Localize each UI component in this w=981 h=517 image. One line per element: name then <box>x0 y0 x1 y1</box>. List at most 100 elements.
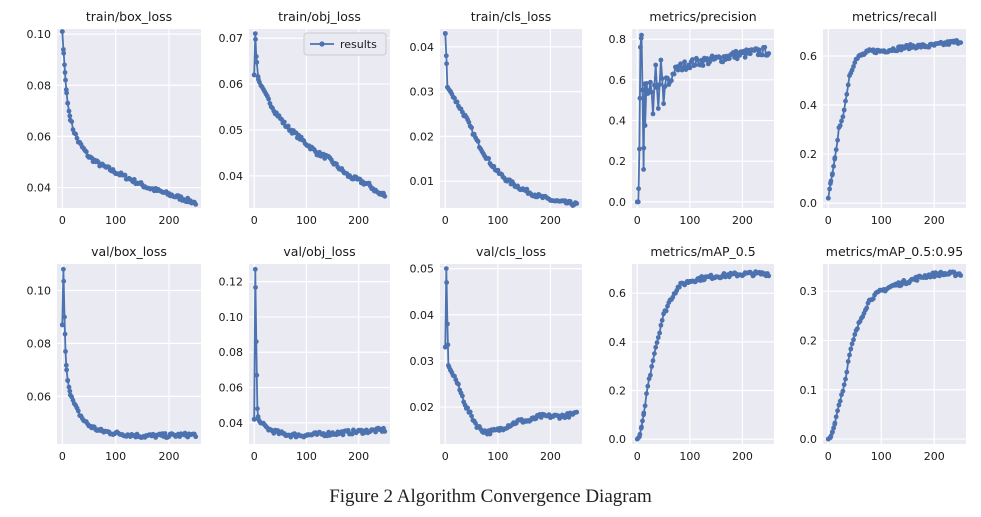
data-point <box>62 62 67 68</box>
x-tick-label: 0 <box>59 450 66 463</box>
x-tick-label: 100 <box>487 450 508 463</box>
data-point <box>638 44 643 50</box>
data-point <box>566 414 572 420</box>
data-point <box>637 146 642 152</box>
y-tick-label: 0.10 <box>27 28 52 41</box>
data-point <box>654 340 660 345</box>
data-point <box>662 84 668 90</box>
x-tick-label: 200 <box>159 450 180 463</box>
x-tick-label: 100 <box>871 450 892 463</box>
data-point <box>640 418 645 424</box>
y-tick-label: 0.04 <box>219 170 244 183</box>
data-point <box>285 123 291 129</box>
data-point <box>642 403 648 409</box>
data-point <box>851 64 856 69</box>
x-tick-label: 100 <box>296 214 317 227</box>
data-point <box>640 87 645 93</box>
data-point <box>659 317 665 323</box>
data-point <box>675 67 681 73</box>
data-point <box>841 382 847 388</box>
data-point <box>835 137 840 143</box>
data-point <box>162 431 168 436</box>
panel-metrics-map-0-5: 0.0 0.2 0.4 0.6 0 100 200 metrics/mAP_0.5 <box>609 244 774 463</box>
data-point <box>843 98 848 104</box>
y-tick-label: 0.06 <box>219 78 244 91</box>
data-point <box>726 56 732 61</box>
data-point <box>454 99 460 105</box>
data-point <box>644 81 649 86</box>
data-point <box>456 381 461 387</box>
data-point <box>69 119 75 124</box>
panel-title: metrics/precision <box>649 9 756 24</box>
x-tick-label: 200 <box>732 214 753 227</box>
panel-metrics-precision: 0.0 0.2 0.4 0.6 0.8 0 100 200 metrics/precision <box>609 9 774 227</box>
x-tick-label: 0 <box>59 214 66 227</box>
y-tick-label: 0.06 <box>27 130 52 143</box>
data-point <box>734 56 740 62</box>
data-point <box>61 47 66 52</box>
data-point <box>839 392 844 398</box>
data-point <box>849 67 855 73</box>
y-tick-label: 0.1 <box>800 384 818 397</box>
data-point <box>487 431 493 437</box>
data-point <box>653 344 659 350</box>
data-point <box>658 57 664 63</box>
data-point <box>252 31 258 36</box>
data-point <box>62 70 68 75</box>
data-point <box>443 266 449 271</box>
data-point <box>70 127 76 132</box>
data-point <box>642 123 648 128</box>
panel-title: train/box_loss <box>86 9 172 24</box>
y-tick-label: 0.06 <box>219 382 244 395</box>
data-point <box>852 332 858 337</box>
y-tick-label: 0.01 <box>410 175 435 188</box>
data-point <box>83 149 89 155</box>
y-tick-label: 0.4 <box>609 336 627 349</box>
panel-val-cls-loss: 0.02 0.03 0.04 0.05 0 100 200 val/cls_loss <box>410 244 582 463</box>
y-tick-label: 0.8 <box>609 33 627 46</box>
data-point <box>65 100 71 106</box>
data-point <box>443 53 449 59</box>
x-tick-label: 200 <box>540 450 561 463</box>
data-point <box>828 433 834 439</box>
y-tick-label: 0.2 <box>609 384 627 397</box>
x-tick-label: 200 <box>732 450 753 463</box>
data-point <box>62 314 67 320</box>
data-point <box>253 54 259 59</box>
data-point <box>839 118 844 124</box>
data-point <box>251 416 257 422</box>
data-point <box>914 278 920 283</box>
data-point <box>835 408 840 414</box>
data-point <box>661 101 666 107</box>
y-tick-label: 0.4 <box>800 99 818 112</box>
y-tick-label: 0.10 <box>27 284 52 297</box>
panel-train-cls-loss: 0.01 0.02 0.03 0.04 0 100 200 train/cls_loss <box>410 9 582 227</box>
data-point <box>855 326 860 331</box>
data-point <box>840 114 846 120</box>
panel-metrics-map-0-5-0-95: 0.0 0.1 0.2 0.3 0 100 200 metrics/mAP_0.5:0.95 <box>800 244 966 463</box>
data-point <box>655 106 661 111</box>
panel-title: metrics/mAP_0.5:0.95 <box>826 244 963 259</box>
y-tick-label: 0.08 <box>27 337 52 350</box>
y-tick-label: 0.04 <box>219 417 244 430</box>
data-point <box>193 202 199 207</box>
y-tick-label: 0.03 <box>410 355 435 368</box>
data-point <box>840 388 846 394</box>
data-point <box>958 40 964 45</box>
y-tick-label: 0.2 <box>800 334 818 347</box>
x-tick-label: 200 <box>159 214 180 227</box>
data-point <box>847 352 852 358</box>
panel-title: val/obj_loss <box>283 244 355 259</box>
data-point <box>695 57 701 63</box>
plot-area <box>823 29 966 208</box>
y-tick-label: 0.6 <box>609 74 627 87</box>
data-point <box>644 391 649 396</box>
data-point <box>845 359 851 364</box>
x-tick-label: 200 <box>540 214 561 227</box>
y-tick-label: 0.04 <box>410 309 435 322</box>
data-point <box>639 424 644 430</box>
y-tick-label: 0.12 <box>219 276 244 289</box>
data-point <box>524 186 530 192</box>
data-point <box>958 273 964 278</box>
data-point <box>663 308 669 314</box>
